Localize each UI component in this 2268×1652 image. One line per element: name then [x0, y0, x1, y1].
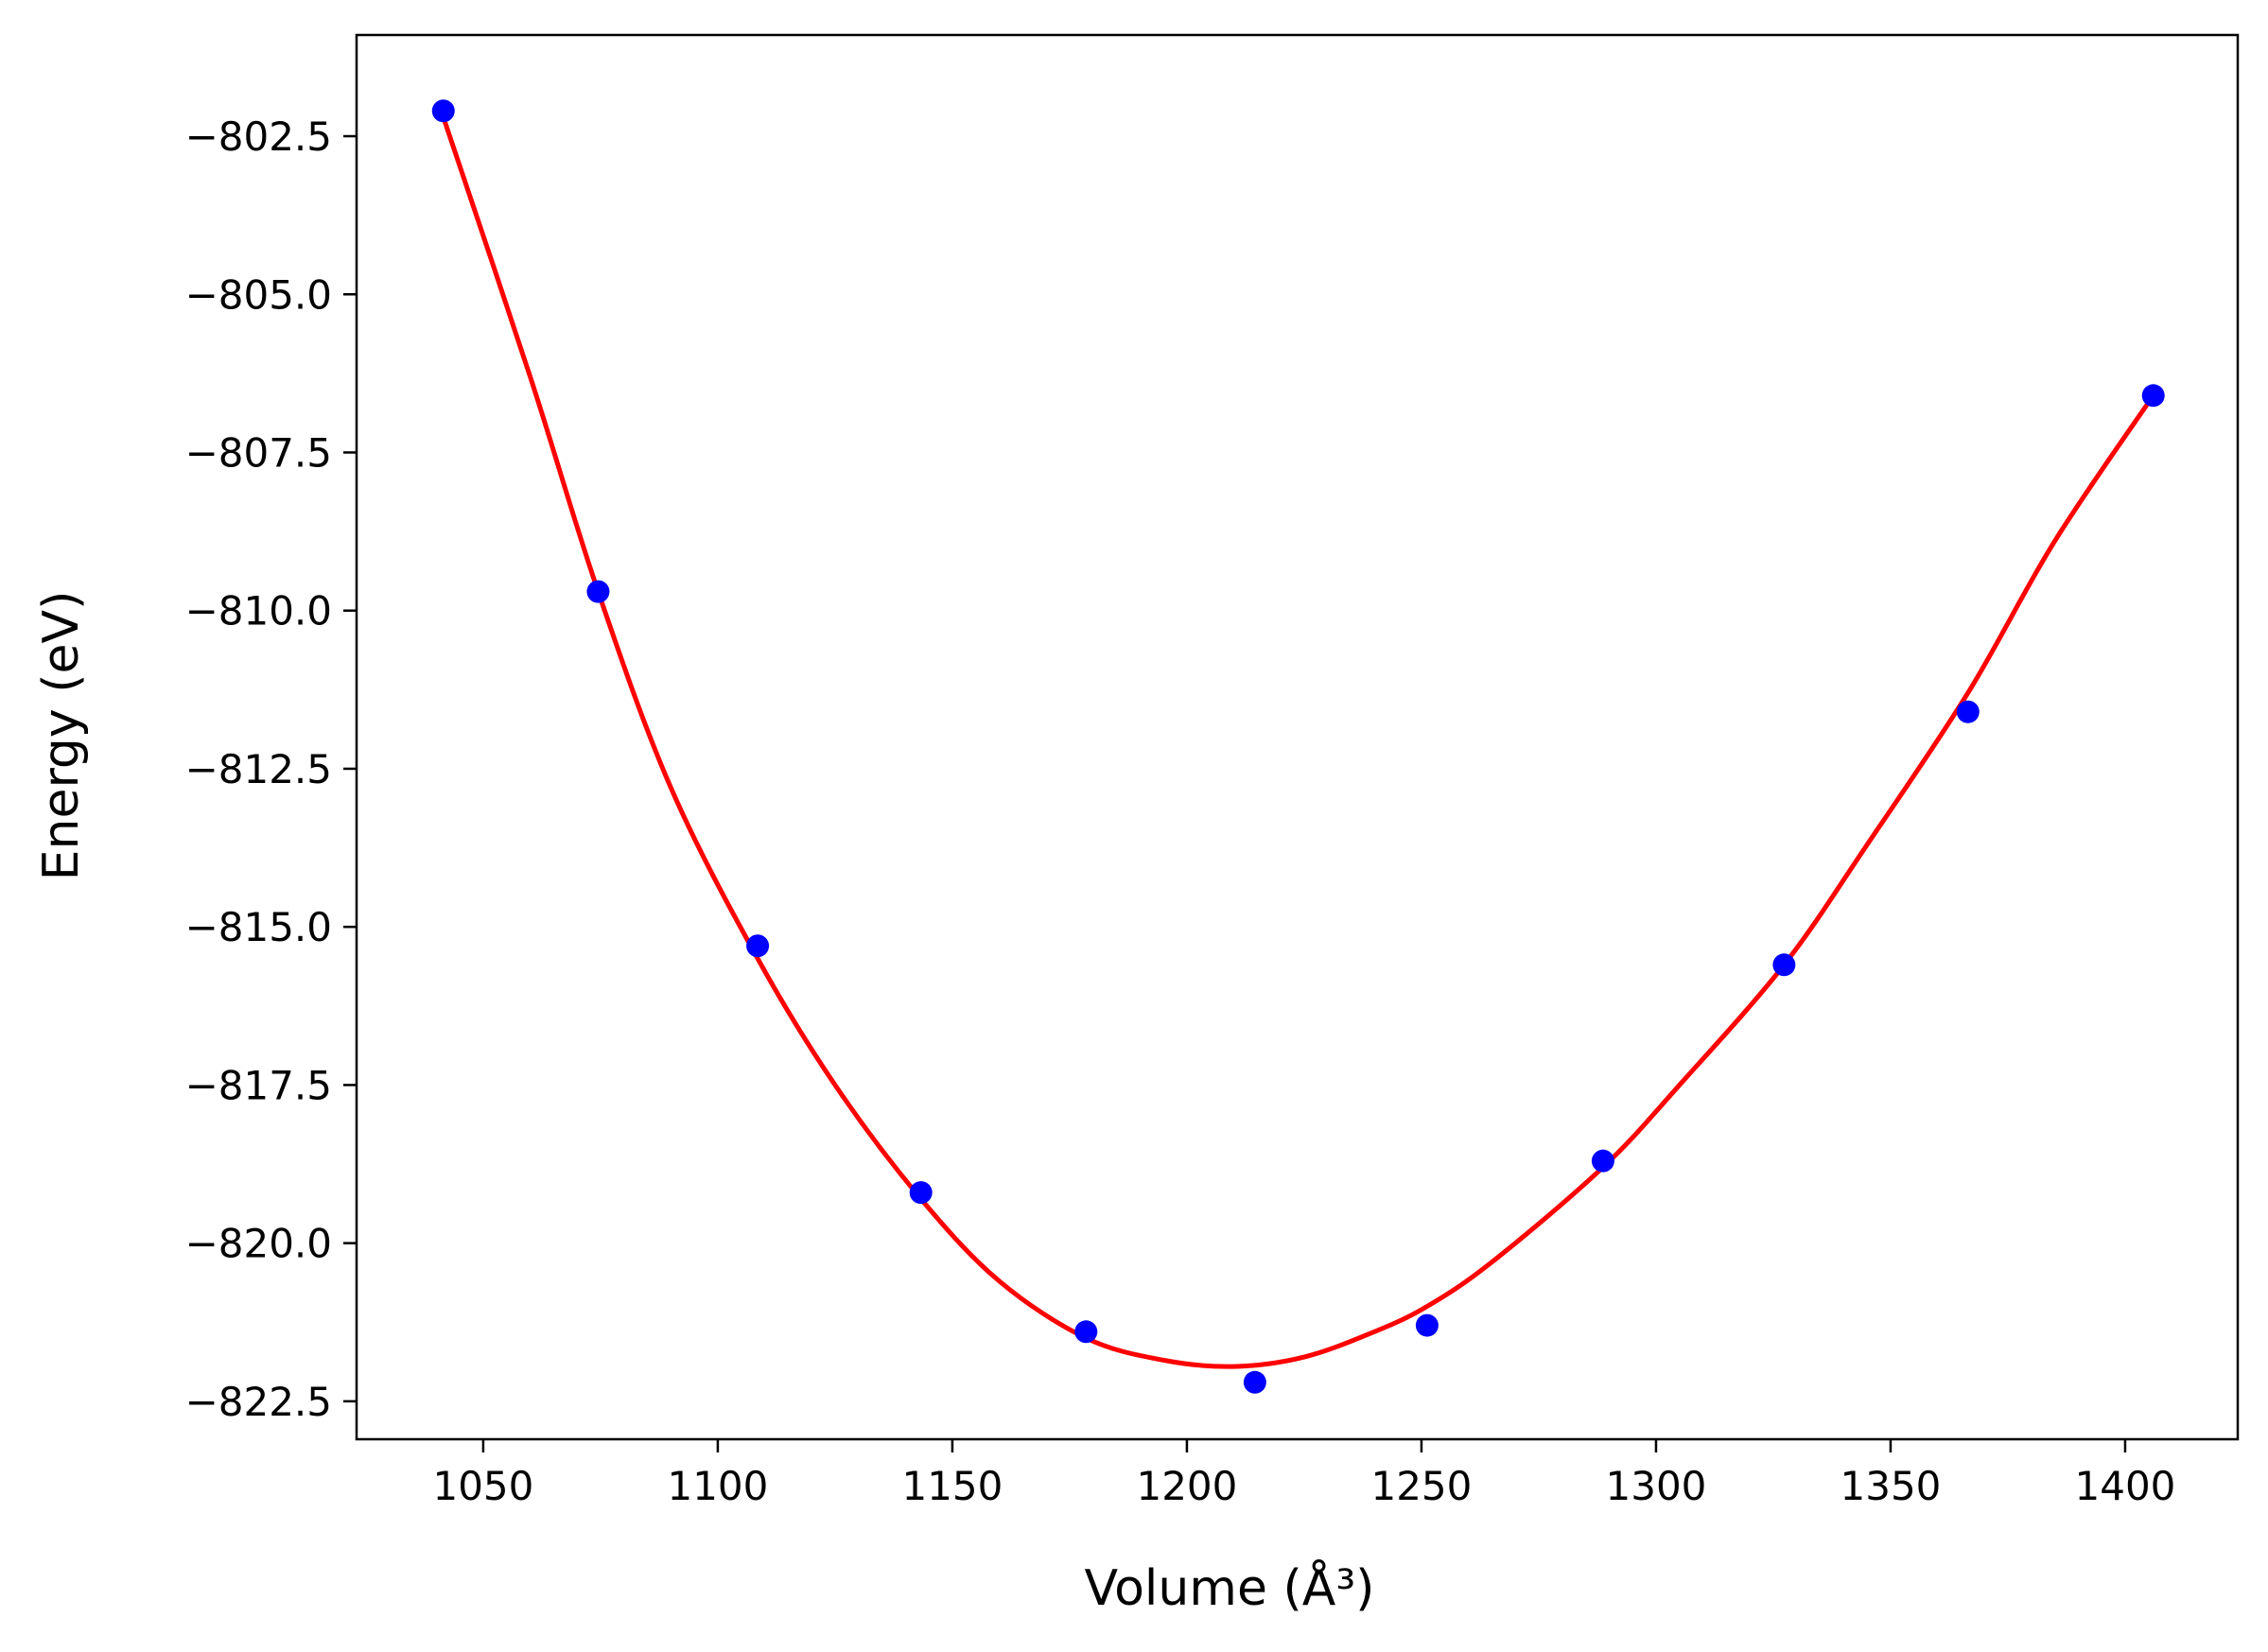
- plot-area-frame: [355, 33, 2240, 1441]
- y-tick-label: −817.5: [185, 1062, 332, 1108]
- x-tick-label: 1250: [1370, 1463, 1472, 1509]
- data-point: [1591, 1149, 1614, 1173]
- fit-curve-line: [441, 116, 2155, 1369]
- y-tick-label: −815.0: [185, 904, 332, 950]
- data-point: [1243, 1370, 1266, 1394]
- data-point: [586, 580, 610, 603]
- data-point: [431, 99, 455, 123]
- y-tick-label: −812.5: [185, 746, 332, 792]
- x-tick-label: 1100: [667, 1463, 768, 1509]
- plot-layer: 1050 1100 1150 1200 1250 1300 1350 1400 −802.5 −8…: [185, 33, 2240, 1509]
- y-tick-label: −802.5: [185, 113, 332, 160]
- x-tick-label: 1400: [2075, 1463, 2176, 1509]
- data-point: [746, 934, 770, 958]
- data-point: [1772, 953, 1796, 977]
- data-point: [2141, 384, 2165, 408]
- data-point: [909, 1181, 933, 1205]
- x-tick-label: 1200: [1136, 1463, 1237, 1509]
- x-tick-label: 1300: [1606, 1463, 1707, 1509]
- data-point: [1074, 1320, 1098, 1344]
- x-tick-label: 1150: [901, 1463, 1003, 1509]
- y-axis-label: Energy (eV): [33, 591, 90, 881]
- data-point: [1415, 1313, 1439, 1337]
- y-tick-label: −807.5: [185, 429, 332, 476]
- x-tick-label: 1050: [432, 1463, 533, 1509]
- y-tick-label: −810.0: [185, 588, 332, 635]
- x-tick-label: 1350: [1841, 1463, 1942, 1509]
- y-tick-label: −820.0: [185, 1221, 332, 1267]
- y-tick-label: −822.5: [185, 1379, 332, 1425]
- data-point: [1956, 700, 1980, 723]
- x-axis-label: Volume (Å³): [1085, 1558, 1375, 1617]
- y-tick-label: −805.0: [185, 271, 332, 318]
